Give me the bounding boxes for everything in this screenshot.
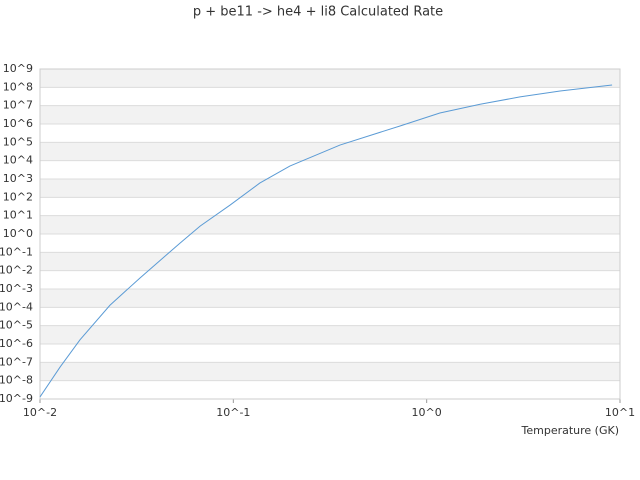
grid-band	[40, 142, 620, 161]
y-tick-label: 10^8	[3, 80, 33, 93]
y-tick-label: 10^-6	[0, 337, 33, 350]
y-tick-label: 10^2	[3, 190, 33, 203]
x-tick-label: 10^-2	[23, 406, 57, 419]
grid-band	[40, 289, 620, 308]
y-tick-label: 10^-2	[0, 264, 33, 277]
y-tick-label: 10^-3	[0, 282, 33, 295]
y-tick-label: 10^-4	[0, 300, 33, 313]
chart-title: p + be11 -> he4 + li8 Calculated Rate	[193, 5, 443, 20]
y-tick-label: 10^-7	[0, 355, 33, 368]
grid-band	[40, 105, 620, 124]
x-axis-label: Temperature (GK)	[521, 424, 620, 437]
grid-band	[40, 362, 620, 381]
grid-band	[40, 325, 620, 344]
y-tick-label: 10^0	[3, 227, 33, 240]
y-tick-label: 10^1	[3, 209, 33, 222]
x-tick-label: 10^0	[412, 406, 442, 419]
grid-band	[40, 215, 620, 234]
y-tick-label: 10^4	[3, 154, 33, 167]
y-tick-label: 10^-1	[0, 245, 33, 258]
plot-frame	[39, 68, 621, 400]
x-tick-label: 10^-1	[216, 406, 250, 419]
x-tick-label: 10^1	[605, 406, 635, 419]
series-line	[39, 84, 613, 398]
y-tick-label: 10^-9	[0, 392, 33, 405]
y-tick-label: 10^-8	[0, 374, 33, 387]
y-tick-label: 10^-5	[0, 319, 33, 332]
grid-band	[40, 179, 620, 198]
y-tick-label: 10^3	[3, 172, 33, 185]
grid-band	[40, 252, 620, 271]
y-tick-label: 10^7	[3, 99, 33, 112]
y-tick-label: 10^6	[3, 117, 33, 130]
y-tick-label: 10^5	[3, 135, 33, 148]
grid-band	[40, 69, 620, 88]
y-tick-label: 10^9	[3, 62, 33, 75]
